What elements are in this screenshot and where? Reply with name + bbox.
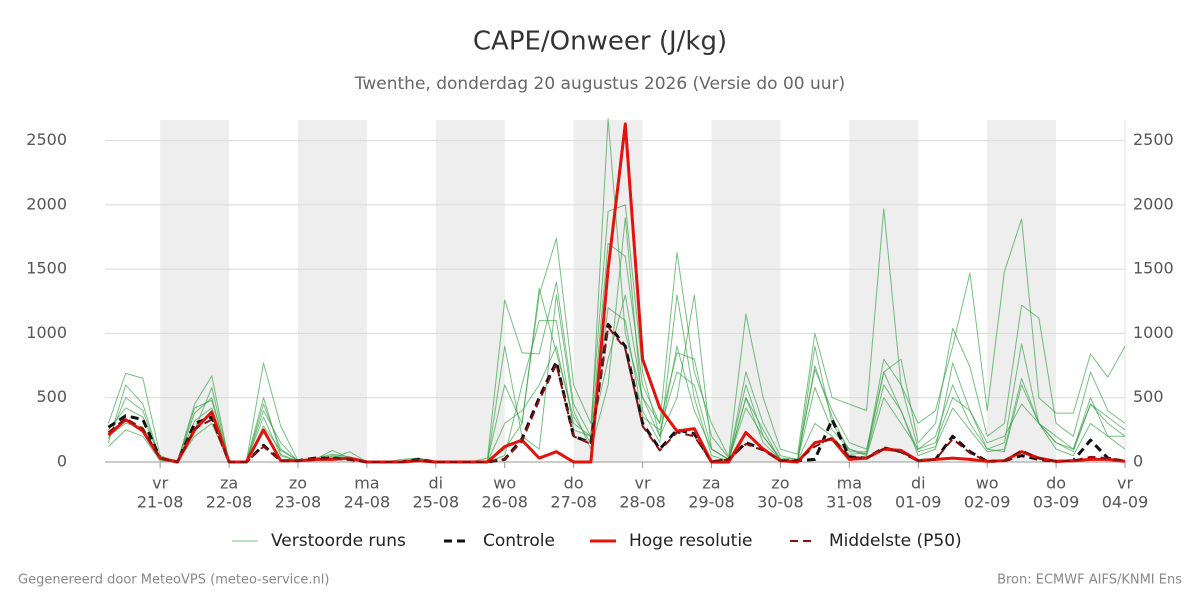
footer-left: Gegenereerd door MeteoVPS (meteo-service…	[18, 573, 329, 588]
x-tick-label: 25-08	[413, 493, 460, 512]
x-tick-label: 22-08	[206, 493, 253, 512]
x-tick-label: 30-08	[757, 493, 804, 512]
x-tick-weekday: za	[220, 474, 238, 493]
x-tick-weekday: zo	[289, 474, 307, 493]
legend-label: Controle	[483, 531, 555, 551]
series-line	[108, 242, 1126, 463]
x-tick-label: 03-09	[1033, 493, 1080, 512]
y2-tick-label: 0	[1133, 452, 1143, 471]
y-tick-label: 2500	[26, 130, 67, 149]
series-line	[108, 287, 1126, 463]
x-tick-label: 31-08	[826, 493, 873, 512]
x-tick-label: 02-09	[964, 493, 1011, 512]
y-tick-label: 0	[57, 452, 67, 471]
y2-tick-label: 2500	[1133, 130, 1174, 149]
legend-label: Middelste (P50)	[829, 531, 962, 551]
x-tick-label: 21-08	[137, 493, 184, 512]
x-tick-weekday: wo	[493, 474, 516, 493]
y2-tick-label: 1000	[1133, 323, 1174, 342]
x-tick-weekday: do	[564, 474, 584, 493]
series-line	[107, 294, 1126, 463]
y-tick-label: 1000	[26, 323, 67, 342]
x-tick-label: 26-08	[481, 493, 528, 512]
x-tick-label: 04-09	[1102, 493, 1149, 512]
series-line	[107, 122, 1126, 464]
series-line	[108, 217, 1125, 463]
x-tick-weekday: di	[911, 474, 926, 493]
night-band	[435, 120, 505, 462]
y2-tick-label: 500	[1133, 387, 1164, 406]
night-band	[987, 120, 1057, 462]
x-tick-label: 28-08	[619, 493, 666, 512]
x-tick-weekday: di	[429, 474, 444, 493]
x-tick-weekday: vr	[152, 474, 168, 493]
night-band	[297, 120, 367, 462]
x-tick-weekday: vr	[635, 474, 651, 493]
legend-label: Hoge resolutie	[629, 531, 753, 551]
x-tick-weekday: ma	[354, 474, 379, 493]
x-tick-label: 23-08	[275, 493, 322, 512]
y2-tick-label: 1500	[1133, 259, 1174, 278]
x-tick-label: 24-08	[344, 493, 391, 512]
y-tick-label: 1500	[26, 259, 67, 278]
x-tick-weekday: za	[702, 474, 720, 493]
x-tick-weekday: do	[1046, 474, 1066, 493]
y2-tick-label: 2000	[1133, 194, 1174, 213]
x-tick-weekday: vr	[1117, 474, 1133, 493]
x-tick-weekday: ma	[837, 474, 862, 493]
footer-right: Bron: ECMWF AIFS/KNMI Ens	[997, 573, 1182, 588]
y-tick-label: 500	[36, 387, 67, 406]
x-tick-label: 29-08	[688, 493, 735, 512]
x-tick-weekday: zo	[771, 474, 789, 493]
x-tick-label: 27-08	[550, 493, 597, 512]
legend-label: Verstoorde runs	[271, 531, 406, 551]
chart-subtitle: Twenthe, donderdag 20 augustus 2026 (Ver…	[354, 74, 845, 94]
x-tick-weekday: wo	[976, 474, 999, 493]
y-tick-label: 2000	[26, 194, 67, 213]
night-band	[573, 120, 643, 462]
night-band	[711, 120, 781, 462]
chart-title: CAPE/Onweer (J/kg)	[473, 27, 727, 57]
x-tick-label: 01-09	[895, 493, 942, 512]
